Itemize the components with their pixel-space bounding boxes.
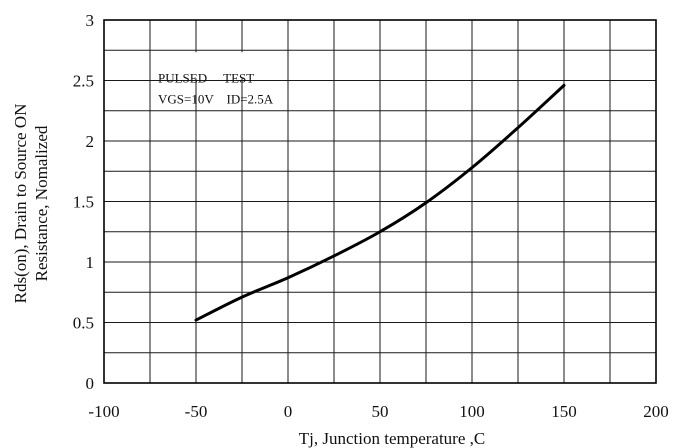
y-tick-labels: 0 0.5 1 1.5 2 2.5 3	[73, 11, 94, 393]
y-tick-label: 2.5	[73, 72, 94, 91]
data-point	[424, 201, 428, 204]
y-tick-label: 0.5	[73, 314, 94, 333]
data-point	[332, 254, 336, 258]
x-tick-label: 100	[459, 402, 485, 421]
y-tick-label: 3	[86, 11, 95, 30]
grid	[104, 20, 656, 383]
y-axis-label-line2: Resistance, Nomalized	[32, 125, 51, 281]
x-tick-label: 0	[284, 402, 293, 421]
x-tick-label: -100	[88, 402, 119, 421]
data-point	[378, 230, 382, 233]
x-tick-label: 200	[643, 402, 669, 421]
y-axis-label-line1: Rds(on), Drain to Source ON	[11, 104, 30, 304]
annotation-background	[152, 52, 263, 79]
data-point	[240, 295, 244, 299]
y-tick-label: 1	[86, 253, 95, 272]
data-point	[470, 166, 474, 169]
data-point	[286, 276, 290, 279]
x-tick-labels: -100 -50 0 50 100 150 200	[88, 402, 668, 421]
data-point	[562, 84, 566, 87]
x-tick-label: -50	[185, 402, 208, 421]
y-tick-label: 0	[86, 374, 95, 393]
y-tick-label: 1.5	[73, 193, 94, 212]
y-tick-label: 2	[86, 132, 95, 151]
data-point	[194, 318, 198, 322]
x-tick-label: 50	[372, 402, 389, 421]
x-tick-label: 150	[551, 402, 577, 421]
plot-frame	[103, 19, 657, 384]
annotation-test-conditions: VGS=10V ID=2.5A	[158, 91, 274, 106]
annotation-pulsed-test: PULSED TEST	[158, 70, 254, 85]
x-axis-label: Tj, Junction temperature ,C	[299, 429, 485, 448]
data-point	[516, 126, 520, 129]
data-points	[194, 84, 566, 322]
